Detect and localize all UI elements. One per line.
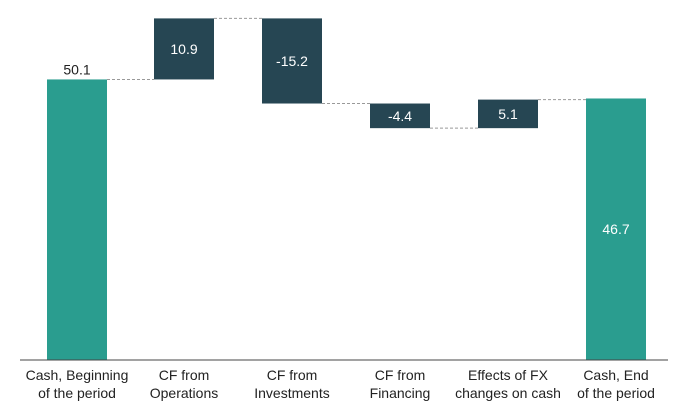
category-label-4-line-0: Effects of FX (468, 367, 549, 383)
category-label-4-line-1: changes on cash (455, 385, 561, 401)
bar-1 (154, 18, 214, 80)
category-label-3-line-0: CF from (375, 367, 426, 383)
bar-value-label-3: -4.4 (388, 108, 412, 124)
category-label-0-line-0: Cash, Beginning (26, 367, 129, 383)
bar-value-label-5: 46.7 (602, 221, 629, 237)
category-label-5-line-1: of the period (577, 385, 655, 401)
category-label-0-line-1: of the period (38, 385, 116, 401)
category-label-3-line-1: Financing (370, 385, 431, 401)
bar-value-label-0: 50.1 (63, 61, 90, 77)
bar-labels: 50.1 10.9 -15.2 -4.4 5.1 46.7 (63, 41, 629, 237)
category-label-1-line-1: Operations (150, 385, 218, 401)
bar-4 (478, 99, 538, 129)
bar-value-label-2: -15.2 (276, 53, 308, 69)
category-label-5-line-0: Cash, End (583, 367, 648, 383)
connector-lines (107, 17, 586, 129)
category-label-2-line-0: CF from (267, 367, 318, 383)
bar-2 (262, 18, 322, 104)
category-labels: Cash, Beginning of the period CF from Opera… (26, 367, 655, 401)
category-label-1-line-0: CF from (159, 367, 210, 383)
bar-3 (370, 103, 430, 129)
bar-value-label-4: 5.1 (498, 106, 518, 122)
bars (47, 18, 646, 360)
bar-5 (586, 98, 646, 360)
category-label-2-line-1: Investments (254, 385, 329, 401)
bar-0 (47, 79, 107, 360)
bar-value-label-1: 10.9 (170, 41, 197, 57)
